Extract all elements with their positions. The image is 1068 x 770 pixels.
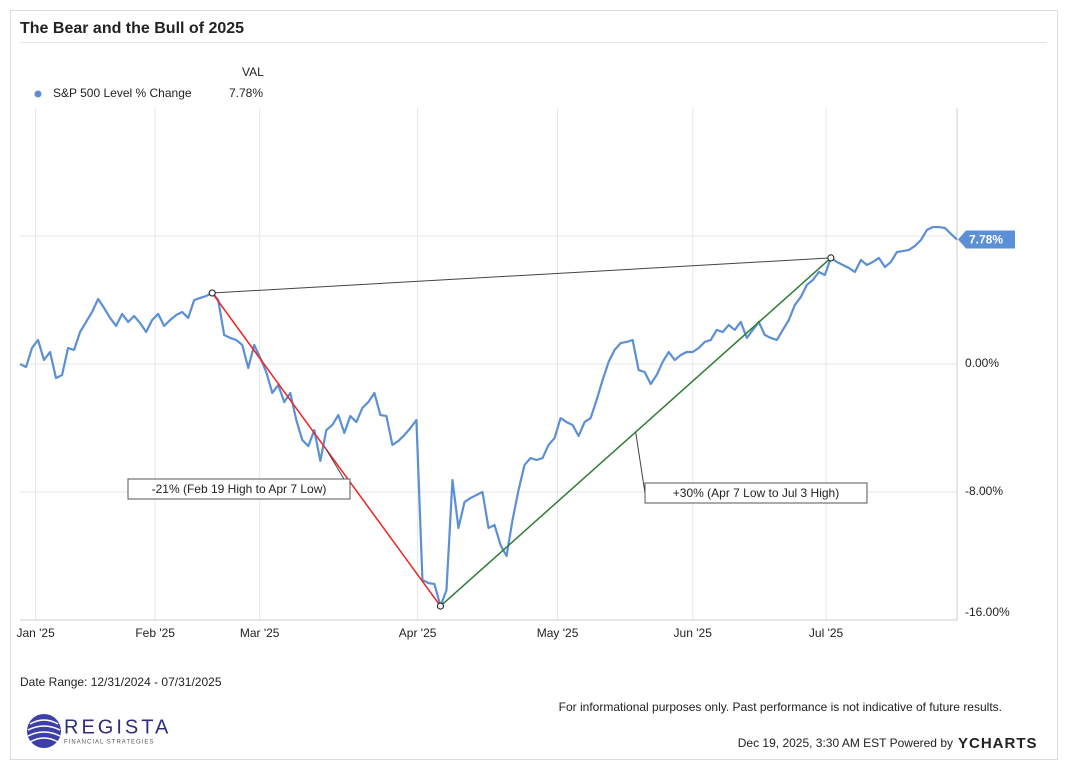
annotation-box: [644, 482, 868, 504]
x-tick-label: Jan '25: [16, 626, 55, 640]
logo-icon: [27, 714, 61, 748]
annotation-point: [827, 254, 835, 262]
legend-value: 7.78%: [229, 86, 263, 100]
y-tick-label: -8.00%: [965, 484, 1003, 498]
legend-header: VAL: [242, 65, 264, 79]
annotation-label: +30% (Apr 7 Low to Jul 3 High): [673, 486, 839, 500]
x-tick-label: Jul '25: [809, 626, 844, 640]
x-tick-label: Jun '25: [674, 626, 713, 640]
x-tick-label: Feb '25: [135, 626, 175, 640]
x-tick-label: Apr '25: [399, 626, 437, 640]
annotation-point: [436, 602, 444, 610]
series-line: [19, 225, 958, 608]
brand: YCHARTS: [958, 735, 1038, 752]
logo-subtext: FINANCIAL STRATEGIES: [64, 740, 154, 746]
annotation-line: [212, 257, 831, 294]
annotation-box: [127, 478, 351, 500]
annotation-point: [208, 289, 216, 297]
y-tick-label: 0.00%: [965, 356, 999, 370]
y-tick-label: -16.00%: [965, 605, 1010, 619]
legend-marker: [34, 90, 42, 98]
logo-text: REGISTA: [64, 716, 171, 738]
x-tick-label: May '25: [537, 626, 579, 640]
annotation-label: -21% (Feb 19 High to Apr 7 Low): [152, 482, 327, 496]
end-badge: [958, 230, 1015, 249]
x-tick-label: Mar '25: [240, 626, 280, 640]
end-badge-label: 7.78%: [969, 233, 1003, 247]
disclaimer: For informational purposes only. Past pe…: [559, 700, 1002, 714]
date-range: Date Range: 12/31/2024 - 07/31/2025: [20, 675, 222, 689]
legend-entry: S&P 500 Level % Change: [53, 86, 192, 100]
frame: [10, 10, 1058, 760]
annotation-leader: [635, 431, 646, 494]
chart-title: The Bear and the Bull of 2025: [20, 20, 244, 37]
timestamp: Dec 19, 2025, 3:30 AM EST Powered by: [738, 736, 953, 750]
